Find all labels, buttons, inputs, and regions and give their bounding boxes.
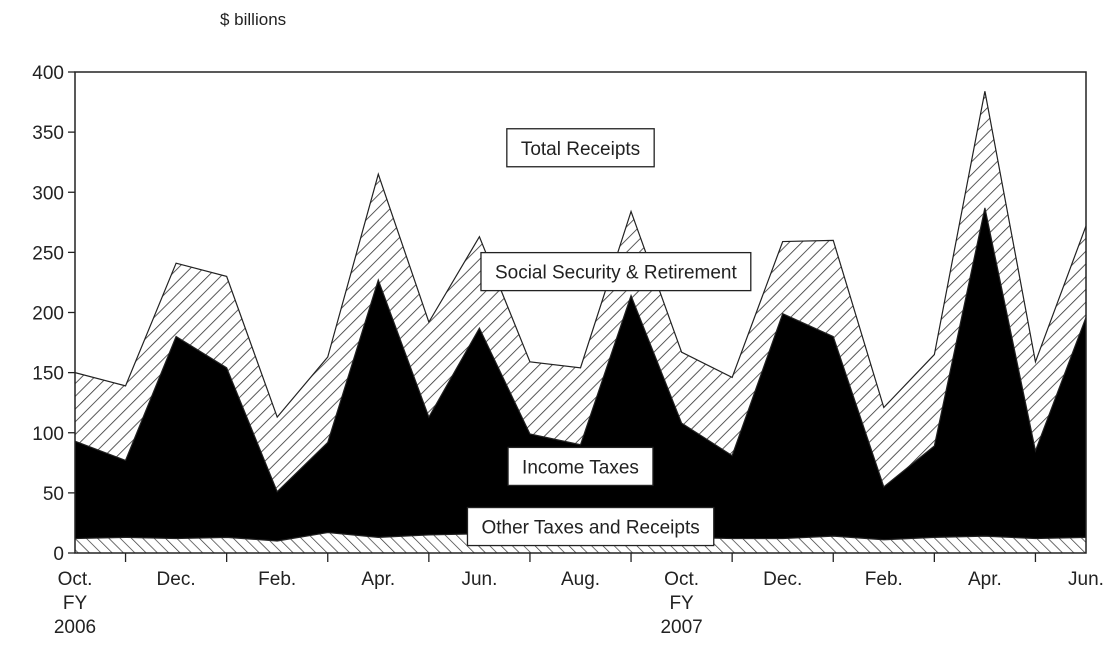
series-line-social-security-retirement: [74, 91, 1087, 419]
annotation-total-receipts: Total Receipts: [506, 128, 655, 168]
x-tick-label: 2007: [660, 617, 702, 638]
y-tick-label: 150: [32, 364, 64, 385]
x-tick-label: Dec.: [157, 569, 196, 590]
x-tick-label: Oct.: [58, 569, 93, 590]
y-tick-label: 350: [32, 123, 64, 144]
units-label: $ billions: [220, 10, 286, 29]
annotation-box: [507, 446, 654, 487]
x-tick-label: 2006: [54, 617, 96, 638]
annotation-box: [506, 128, 655, 168]
x-tick-label: FY: [669, 593, 694, 614]
y-axis: 0 50 100 150 200 250 300 350 400: [32, 63, 75, 565]
x-tick-label: FY: [63, 593, 88, 614]
x-tick-label: Jun.: [1068, 569, 1104, 590]
series-annotations: Total Receipts Social Security & Retireme…: [466, 128, 752, 547]
annotation-box: [480, 251, 752, 292]
x-tick-label: Feb.: [258, 569, 296, 590]
x-tick-label: Apr.: [361, 569, 395, 590]
annotation-label: Other Taxes and Receipts: [481, 518, 699, 539]
y-tick-label: 200: [32, 304, 64, 325]
x-tick-label: Oct.: [664, 569, 699, 590]
x-axis: Oct. FY 2006 Dec. Feb. Apr. Jun. Aug. Oct. FY 2007…: [54, 553, 1104, 638]
y-tick-label: 100: [32, 424, 64, 445]
annotation-box: [466, 506, 715, 547]
series-line-income-taxes: [74, 207, 1087, 493]
x-tick-label: Jun.: [461, 569, 497, 590]
x-tick-label: Apr.: [968, 569, 1002, 590]
y-tick-label: 300: [32, 183, 64, 204]
annotation-label: Income Taxes: [522, 457, 639, 478]
annotation-social-security-retirement: Social Security & Retirement: [480, 251, 752, 292]
annotation-label: Total Receipts: [521, 139, 640, 160]
y-tick-label: 400: [32, 63, 64, 84]
y-tick-label: 250: [32, 243, 64, 264]
x-tick-label: Dec.: [763, 569, 802, 590]
y-tick-label: 50: [43, 484, 64, 505]
annotation-income-taxes: Income Taxes: [507, 446, 654, 487]
area-social-security-retirement: [75, 91, 1086, 492]
annotation-label: Social Security & Retirement: [495, 263, 738, 284]
x-tick-label: Feb.: [865, 569, 903, 590]
y-tick-label: 0: [53, 544, 64, 565]
annotation-other-taxes-and-receipts: Other Taxes and Receipts: [466, 506, 715, 547]
x-tick-label: Aug.: [561, 569, 600, 590]
area-income-taxes: [75, 207, 1086, 541]
